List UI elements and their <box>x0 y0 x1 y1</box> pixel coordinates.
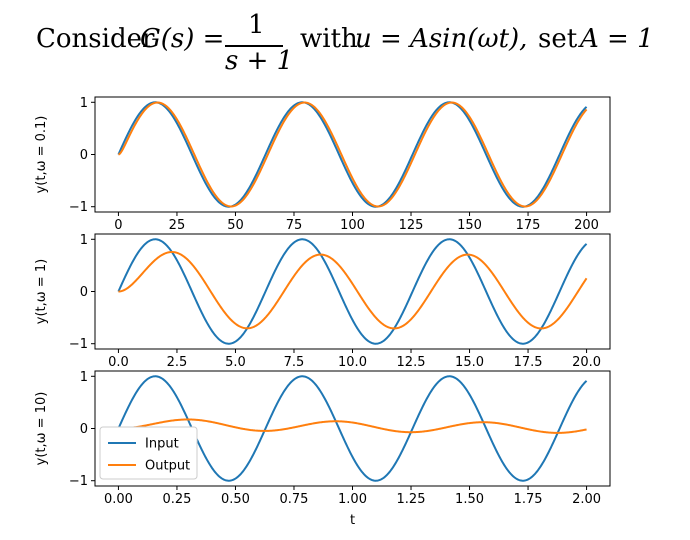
x-tick-label: 0.0 <box>108 355 129 370</box>
x-tick-label: 50 <box>227 218 244 233</box>
x-tick-label: 0.00 <box>104 492 133 507</box>
title-transfer-lhs: G(s) = <box>140 24 225 54</box>
y-tick-label: −1 <box>69 200 88 215</box>
x-tick-label: 1.25 <box>397 492 426 507</box>
y-tick-label: 1 <box>80 233 88 248</box>
legend-label: Input <box>145 437 179 452</box>
equation-title: Consider G(s) = 1 s + 1 with u = Asin(ωt… <box>0 8 690 78</box>
legend: Input Output <box>99 426 198 480</box>
x-tick-label: 10.0 <box>338 355 367 370</box>
subplot-1: 0 25 50 75 100 125 150 175 200 −1 0 1 y(t,ω = 0.1) <box>34 96 611 233</box>
fraction-bar <box>225 45 283 47</box>
x-tick-label: 75 <box>286 218 303 233</box>
title-set: set <box>538 24 578 54</box>
x-tick-label: 25 <box>169 218 186 233</box>
x-axis-label: t <box>350 513 355 528</box>
x-tick-label: 0.50 <box>221 492 250 507</box>
y-tick-label: 0 <box>80 148 88 163</box>
x-tick-label: 17.5 <box>514 355 543 370</box>
subplot-2: 0.0 2.5 5.0 7.5 10.0 12.5 15.0 17.5 20.0 −1 0 1 y(t,… <box>34 233 611 370</box>
x-tick-label: 0.75 <box>280 492 309 507</box>
y-axis-label: y(t,ω = 1) <box>34 259 49 324</box>
output-series-line <box>118 251 588 330</box>
y-tick-label: 1 <box>80 370 88 385</box>
x-tick-label: 1.00 <box>338 492 367 507</box>
x-tick-label: 12.5 <box>397 355 426 370</box>
title-input-expr: u = Asin(ωt), <box>355 24 528 54</box>
output-series-line <box>118 101 588 208</box>
x-tick-label: 20.0 <box>572 355 601 370</box>
y-tick-label: −1 <box>69 474 88 489</box>
y-tick-label: −1 <box>69 337 88 352</box>
x-tick-label: 2.00 <box>572 492 601 507</box>
x-tick-label: 15.0 <box>455 355 484 370</box>
subplot-3: 0.00 0.25 0.50 0.75 1.00 1.25 1.50 1.75 2.00 −1 0 1… <box>34 370 611 528</box>
title-with: with <box>300 24 358 54</box>
x-tick-label: 2.5 <box>167 355 188 370</box>
y-tick-label: 0 <box>80 285 88 300</box>
y-axis-label: y(t,ω = 10) <box>34 392 49 466</box>
x-tick-label: 1.75 <box>514 492 543 507</box>
y-tick-label: 0 <box>80 422 88 437</box>
title-consider: Consider <box>36 24 155 54</box>
input-series-line <box>117 101 588 208</box>
x-tick-label: 0 <box>114 218 122 233</box>
y-tick-label: 1 <box>80 96 88 111</box>
title-denominator: s + 1 <box>225 46 294 76</box>
y-axis-label: y(t,ω = 0.1) <box>34 116 49 194</box>
x-tick-label: 100 <box>340 218 365 233</box>
x-tick-label: 1.50 <box>455 492 484 507</box>
legend-label: Output <box>145 459 190 474</box>
title-amplitude: A = 1 <box>580 24 654 54</box>
output-series-line <box>118 418 587 434</box>
x-tick-label: 200 <box>574 218 599 233</box>
x-tick-label: 150 <box>457 218 482 233</box>
title-numerator: 1 <box>248 10 265 40</box>
x-tick-label: 0.25 <box>162 492 191 507</box>
x-tick-label: 125 <box>399 218 424 233</box>
x-tick-label: 5.0 <box>225 355 246 370</box>
x-tick-label: 7.5 <box>284 355 305 370</box>
input-series-line <box>117 238 588 345</box>
x-tick-label: 175 <box>516 218 541 233</box>
